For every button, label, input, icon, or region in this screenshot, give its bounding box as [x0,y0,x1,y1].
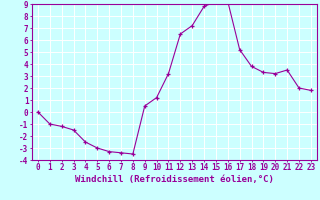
X-axis label: Windchill (Refroidissement éolien,°C): Windchill (Refroidissement éolien,°C) [75,175,274,184]
